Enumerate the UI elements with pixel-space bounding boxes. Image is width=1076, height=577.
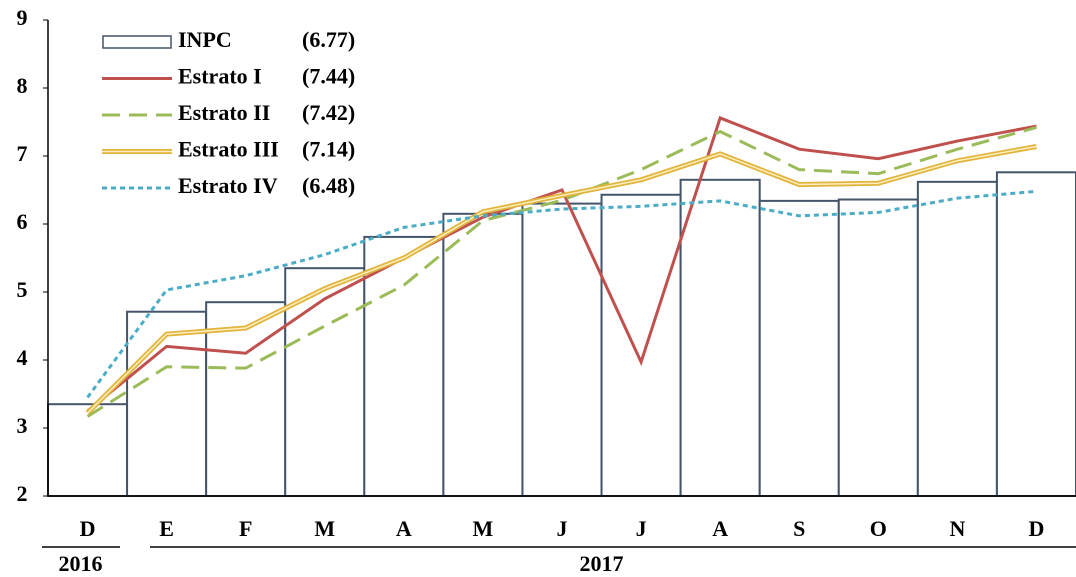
- line-series-inner: [87, 145, 1037, 414]
- y-tick-label: 2: [17, 481, 28, 506]
- y-tick-label: 6: [17, 209, 28, 234]
- x-tick-label: O: [870, 516, 887, 541]
- legend-note: (7.14): [302, 137, 355, 162]
- bar: [916, 180, 998, 497]
- bar: [600, 193, 682, 497]
- line-series: [86, 189, 1037, 399]
- legend-note: (7.44): [302, 64, 355, 89]
- legend-label: Estrato III: [178, 137, 279, 162]
- x-tick-label: F: [239, 516, 252, 541]
- x-tick-label: N: [949, 516, 965, 541]
- x-tick-label: M: [314, 516, 335, 541]
- legend-note: (7.42): [302, 100, 355, 125]
- bar: [837, 198, 919, 498]
- bar: [363, 235, 445, 497]
- group-label: 2017: [580, 551, 624, 576]
- y-tick-label: 4: [17, 345, 28, 370]
- y-tick-label: 7: [17, 141, 28, 166]
- line-series: [86, 125, 1037, 418]
- x-tick-label: D: [1029, 516, 1045, 541]
- legend-label: Estrato I: [178, 64, 262, 89]
- legend-label: Estrato IV: [178, 173, 278, 198]
- bar: [47, 403, 129, 498]
- y-tick-label: 8: [17, 73, 28, 98]
- line-series: [86, 115, 1037, 413]
- bar: [521, 202, 603, 497]
- legend-note: (6.48): [302, 173, 355, 198]
- x-tick-label: S: [793, 516, 805, 541]
- x-tick-label: D: [80, 516, 96, 541]
- legend-note: (6.77): [302, 27, 355, 52]
- bar: [995, 171, 1076, 497]
- x-tick-label: M: [473, 516, 494, 541]
- legend-label: Estrato II: [178, 100, 270, 125]
- y-tick-label: 3: [17, 413, 28, 438]
- x-tick-label: J: [636, 516, 647, 541]
- group-label: 2016: [59, 551, 103, 576]
- x-tick-label: A: [712, 516, 728, 541]
- x-tick-label: J: [557, 516, 568, 541]
- legend-label: INPC: [178, 27, 232, 52]
- y-tick-label: 9: [17, 5, 28, 30]
- bar: [758, 199, 840, 497]
- y-tick-label: 5: [17, 277, 28, 302]
- bar: [126, 310, 208, 497]
- x-tick-label: A: [396, 516, 412, 541]
- legend-swatch: [102, 35, 172, 49]
- x-tick-label: E: [159, 516, 174, 541]
- bar: [679, 178, 761, 498]
- bar: [442, 212, 524, 498]
- bar: [284, 267, 366, 498]
